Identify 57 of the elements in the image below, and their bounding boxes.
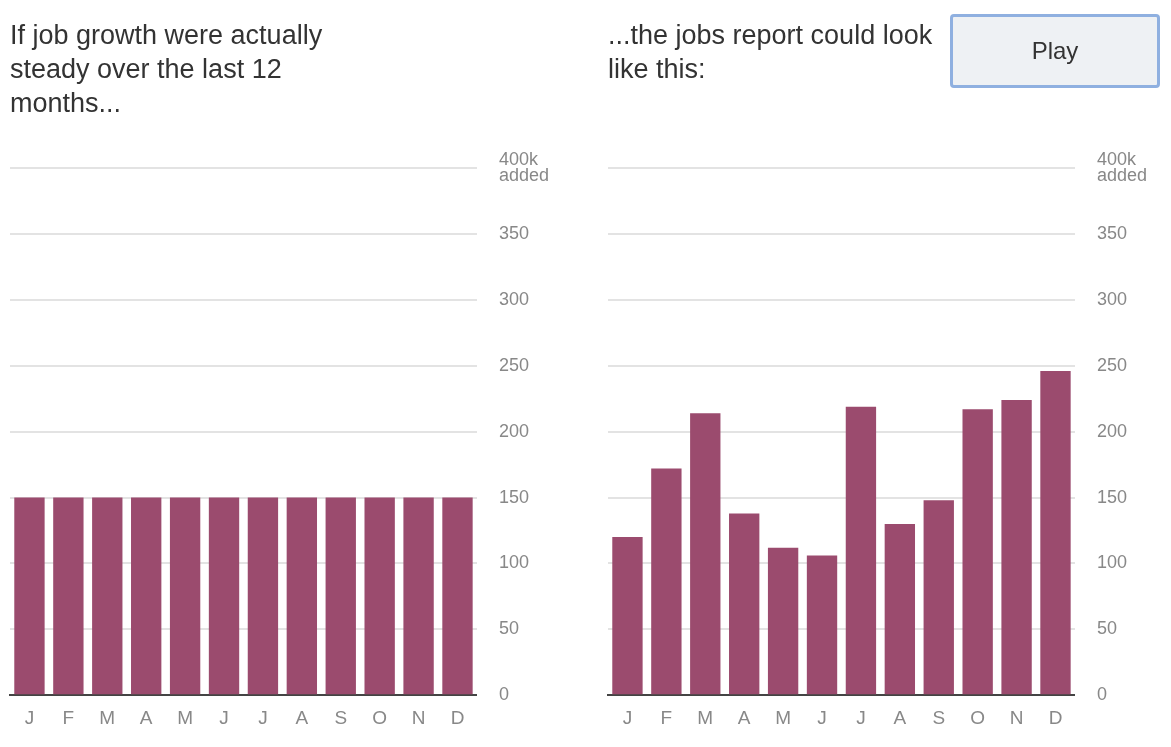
y-tick-label: 150 [498, 486, 529, 507]
x-tick-label: M [775, 706, 792, 728]
bar [962, 409, 993, 695]
bar [923, 500, 954, 695]
x-tick-label: O [970, 706, 986, 728]
bar [1040, 371, 1071, 695]
x-tick-label: N [411, 706, 426, 728]
x-tick-label: O [372, 706, 388, 728]
x-tick-label: J [219, 706, 229, 728]
x-tick-label: J [24, 706, 35, 728]
bar [612, 537, 643, 695]
bar [690, 413, 721, 695]
x-tick-label: J [258, 706, 268, 728]
y-tick-label: 300 [1096, 288, 1127, 309]
chart-title: ...the jobs report could look like this: [608, 19, 934, 86]
x-tick-label: J [817, 706, 827, 728]
bar [884, 523, 916, 695]
y-tick-label: 200 [1096, 420, 1127, 441]
bar [845, 406, 877, 695]
x-tick-label: A [295, 706, 309, 728]
x-tick-label: J [622, 706, 633, 728]
x-tick-label: M [177, 706, 194, 728]
y-tick-label: 150 [1096, 486, 1127, 507]
bar [729, 513, 760, 695]
y-tick-label: 250 [498, 354, 529, 375]
y-tick-label: 100 [498, 552, 529, 573]
y-tick-label: 300 [498, 288, 529, 309]
y-tick-label: 50 [498, 618, 519, 639]
bar [806, 555, 838, 695]
x-tick-label: N [1009, 706, 1024, 728]
x-tick-label: A [139, 706, 153, 728]
y-tick-label: 400k added [498, 149, 550, 186]
y-tick-label: 400k added [1096, 149, 1148, 186]
bar [651, 468, 682, 695]
y-tick-label: 200 [498, 420, 529, 441]
x-tick-label: A [893, 706, 907, 728]
y-tick-label: 50 [1096, 618, 1117, 639]
x-tick-label: D [1048, 706, 1063, 728]
x-tick-label: A [737, 706, 751, 728]
y-tick-label: 0 [1096, 684, 1107, 705]
chart-title: If job growth were actually steady over the last 12 months... [10, 19, 324, 120]
x-tick-label: M [697, 706, 714, 728]
bar [767, 547, 799, 695]
y-tick-label: 350 [1096, 223, 1127, 244]
x-tick-label: F [62, 706, 75, 728]
x-tick-label: D [450, 706, 465, 728]
x-tick-label: F [660, 706, 673, 728]
x-tick-label: S [932, 706, 946, 728]
y-tick-label: 350 [498, 223, 529, 244]
bar [1001, 400, 1032, 695]
play-button[interactable]: Play [950, 14, 1160, 88]
y-tick-label: 100 [1096, 552, 1127, 573]
y-tick-label: 0 [498, 684, 509, 705]
x-tick-label: S [334, 706, 348, 728]
x-tick-label: J [856, 706, 866, 728]
x-tick-label: M [99, 706, 116, 728]
y-tick-label: 250 [1096, 354, 1127, 375]
